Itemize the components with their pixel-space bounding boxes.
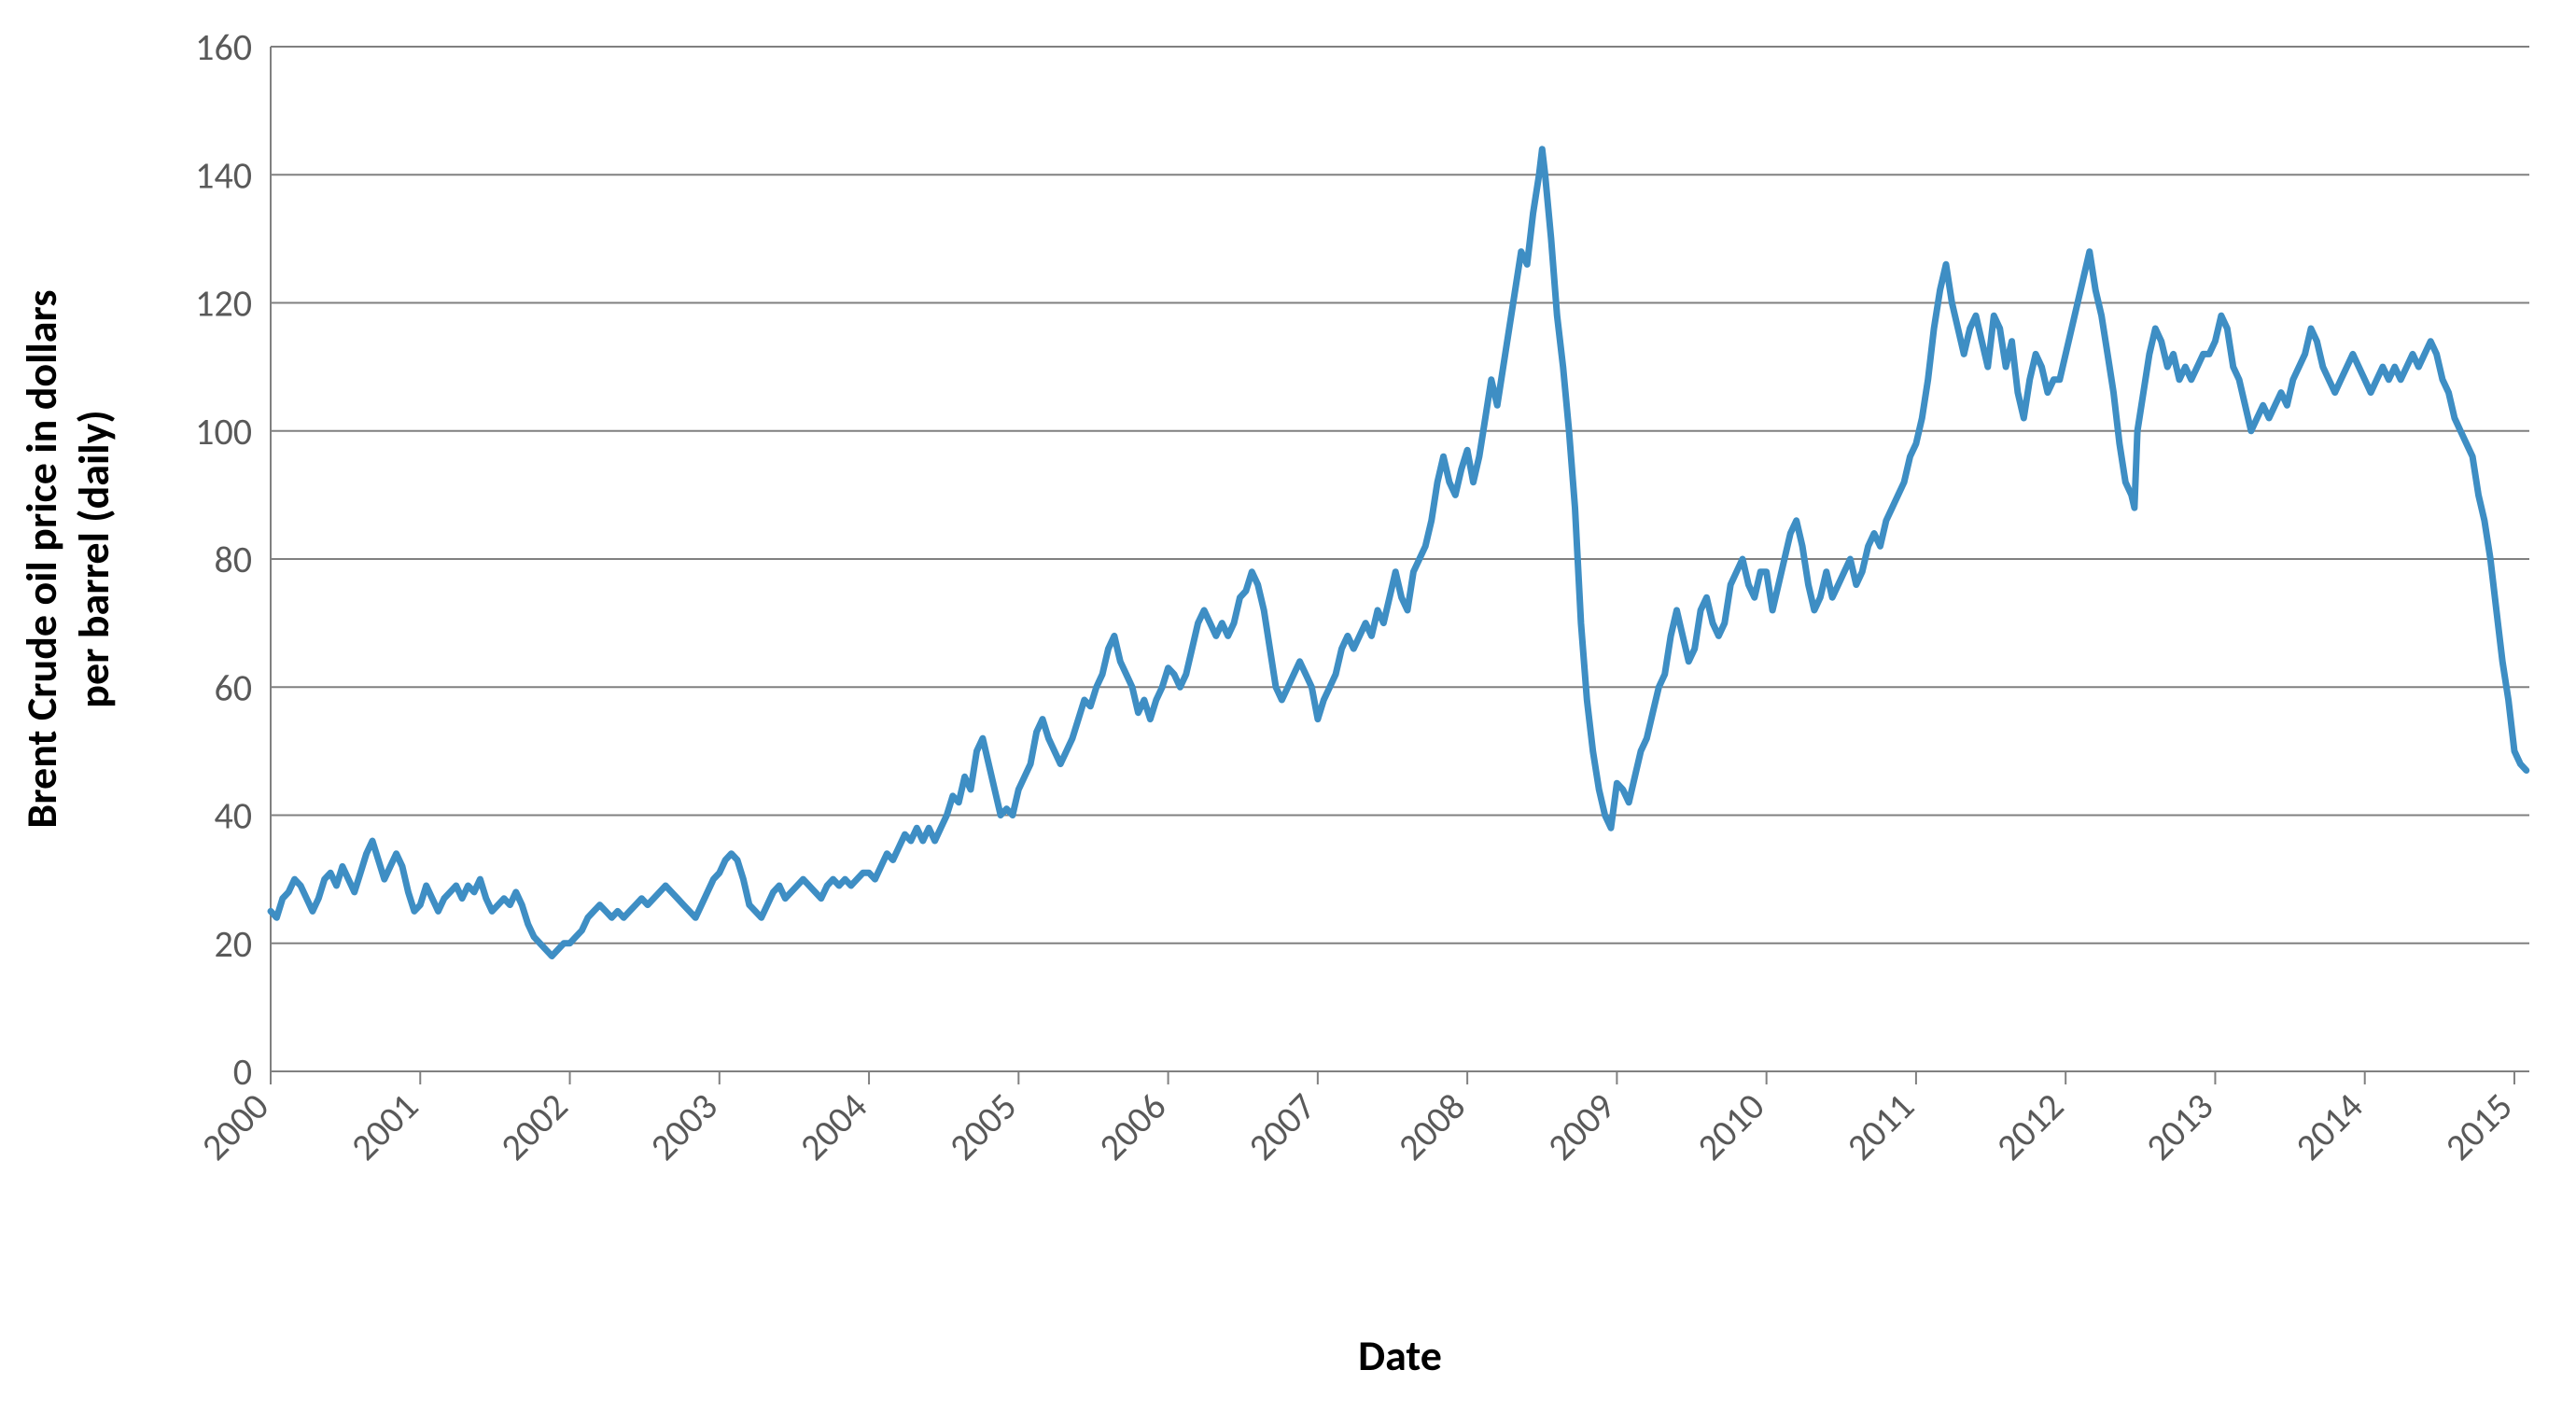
line-chart: 0204060801001201401602000200120022003200… <box>0 0 2576 1426</box>
chart-container: 0204060801001201401602000200120022003200… <box>0 0 2576 1426</box>
y-tick-label: 60 <box>214 664 252 710</box>
y-tick-label: 80 <box>214 537 252 582</box>
y-tick-label: 140 <box>195 152 252 198</box>
svg-text:per barrel (daily): per barrel (daily) <box>68 410 120 707</box>
y-tick-label: 100 <box>195 409 252 454</box>
y-tick-label: 120 <box>195 281 252 327</box>
x-axis-label: Date <box>1358 1330 1442 1382</box>
svg-text:Brent Crude oil price in dolla: Brent Crude oil price in dollars <box>16 289 68 828</box>
y-tick-label: 40 <box>214 793 252 839</box>
y-tick-label: 20 <box>214 921 252 967</box>
y-tick-label: 160 <box>195 24 252 70</box>
